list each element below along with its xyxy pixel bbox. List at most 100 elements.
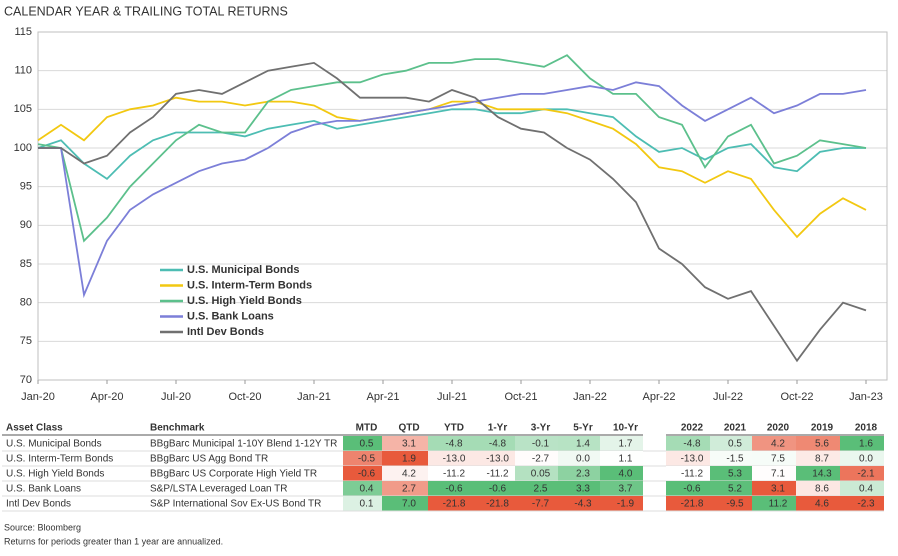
table-cell xyxy=(515,496,558,511)
table-cell-text: -0.6 xyxy=(683,484,701,495)
table-cell-text: 0.0 xyxy=(859,454,873,465)
table-cell-text: 8.7 xyxy=(815,454,829,465)
table-cell xyxy=(666,436,710,451)
table-cell xyxy=(428,481,472,496)
table-cell-text: 3.7 xyxy=(619,484,633,495)
table-header: 10-Yr xyxy=(613,423,638,434)
table-cell-text: 0.05 xyxy=(531,469,551,480)
table-cell-text: 1.6 xyxy=(859,439,873,450)
table-header: 5-Yr xyxy=(573,423,593,434)
table-cell xyxy=(710,466,752,481)
table-cell-text: 5.3 xyxy=(728,469,742,480)
table-cell-text: U.S. High Yield Bonds xyxy=(6,469,104,480)
x-tick-label: Jul-22 xyxy=(713,391,743,403)
table-header: 3-Yr xyxy=(531,423,551,434)
table-cell xyxy=(710,481,752,496)
table-cell-text: 7.5 xyxy=(771,454,785,465)
legend-label: U.S. Bank Loans xyxy=(187,310,274,322)
series-line xyxy=(37,54,867,243)
table-header: MTD xyxy=(356,423,378,434)
table-cell xyxy=(840,451,884,466)
chart-title: CALENDAR YEAR & TRAILING TOTAL RETURNS xyxy=(4,4,288,18)
table-cell xyxy=(558,496,600,511)
x-tick-label: Jul-20 xyxy=(161,391,191,403)
table-cell-text: 0.4 xyxy=(859,484,873,495)
table-cell xyxy=(600,451,643,466)
table-cell-text: -11.2 xyxy=(443,469,465,480)
table-cell xyxy=(515,481,558,496)
table-cell-text: BBgBarc US Agg Bond TR xyxy=(150,454,268,465)
y-tick-label: 95 xyxy=(20,181,32,193)
table-cell xyxy=(600,466,643,481)
table-cell xyxy=(472,466,515,481)
table-cell-text: 0.1 xyxy=(360,499,374,510)
table-cell xyxy=(472,436,515,451)
table-cell-text: 4.6 xyxy=(815,499,829,510)
table-cell xyxy=(343,451,382,466)
table-cell-text: 4.0 xyxy=(619,469,633,480)
table-cell xyxy=(752,436,796,451)
table-cell xyxy=(752,451,796,466)
table-cell xyxy=(558,466,600,481)
table-cell xyxy=(515,436,558,451)
legend-label: U.S. Municipal Bonds xyxy=(187,264,299,276)
table-cell xyxy=(840,481,884,496)
table-cell xyxy=(343,436,382,451)
table-cell-text: 0.5 xyxy=(728,439,742,450)
table-cell xyxy=(472,451,515,466)
x-tick-label: Apr-22 xyxy=(642,391,675,403)
table-cell xyxy=(472,481,515,496)
table-header: YTD xyxy=(444,423,464,434)
table-cell xyxy=(343,496,382,511)
table-cell xyxy=(666,451,710,466)
table-cell-text: S&P International Sov Ex-US Bond TR xyxy=(150,499,321,510)
table-cell-text: 4.2 xyxy=(402,469,416,480)
table-cell-text: 5.6 xyxy=(815,439,829,450)
table-cell xyxy=(472,496,515,511)
table-cell xyxy=(382,496,428,511)
table-cell-text: 1.1 xyxy=(619,454,633,465)
source-note: Source: Bloomberg xyxy=(4,522,81,532)
table-cell-text: 2.5 xyxy=(534,484,548,495)
table-cell xyxy=(710,436,752,451)
table-cell xyxy=(840,436,884,451)
table-header: 2020 xyxy=(767,423,790,434)
table-cell-text: -1.9 xyxy=(617,499,635,510)
table-header: 2021 xyxy=(724,423,747,434)
table-cell-text: -4.8 xyxy=(445,439,463,450)
table-cell-text: 8.6 xyxy=(815,484,829,495)
table-cell-text: -13.0 xyxy=(681,454,704,465)
legend-label: U.S. High Yield Bonds xyxy=(187,295,302,307)
table-cell xyxy=(796,451,840,466)
table-cell-text: 3.3 xyxy=(576,484,590,495)
table-cell-text: -11.2 xyxy=(681,469,703,480)
table-cell xyxy=(343,466,382,481)
table-cell xyxy=(600,481,643,496)
table-cell-text: 0.0 xyxy=(576,454,590,465)
table-cell xyxy=(515,451,558,466)
y-tick-label: 80 xyxy=(20,297,32,309)
table-header: Benchmark xyxy=(150,423,205,434)
table-cell xyxy=(343,481,382,496)
y-tick-label: 70 xyxy=(20,374,32,386)
y-tick-label: 85 xyxy=(20,258,32,270)
table-header: Asset Class xyxy=(6,423,63,434)
table-cell xyxy=(558,436,600,451)
table-cell xyxy=(600,496,643,511)
table-cell xyxy=(796,436,840,451)
series-line xyxy=(38,61,867,363)
footnote: Returns for periods greater than 1 year … xyxy=(4,536,223,546)
table-cell-text: U.S. Interm-Term Bonds xyxy=(6,454,113,465)
y-tick-label: 100 xyxy=(14,142,32,154)
table-cell-text: 4.2 xyxy=(771,439,785,450)
table-cell-text: 14.3 xyxy=(812,469,832,480)
table-cell-text: BBgBarc Municipal 1-10Y Blend 1-12Y TR xyxy=(150,439,337,450)
table-cell-text: -4.8 xyxy=(489,439,507,450)
table-cell-text: 1.9 xyxy=(402,454,416,465)
x-tick-label: Oct-20 xyxy=(228,391,261,403)
table-cell-text: -0.1 xyxy=(532,439,550,450)
table-cell xyxy=(710,451,752,466)
x-tick-label: Apr-21 xyxy=(366,391,399,403)
x-tick-label: Oct-22 xyxy=(780,391,813,403)
table-header: QTD xyxy=(398,423,419,434)
